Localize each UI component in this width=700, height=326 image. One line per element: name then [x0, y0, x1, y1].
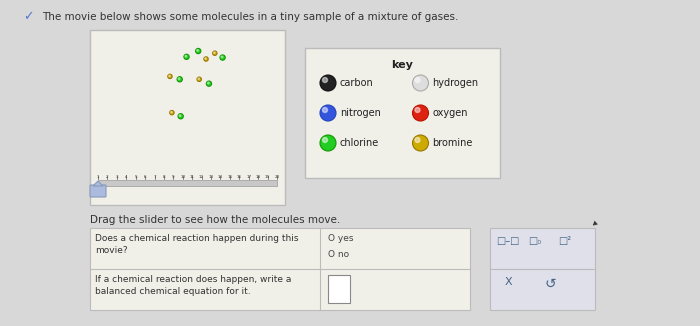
Circle shape [185, 55, 187, 57]
Text: 3: 3 [116, 175, 118, 179]
Circle shape [323, 78, 328, 82]
Polygon shape [93, 181, 103, 186]
Text: bromine: bromine [433, 138, 473, 148]
Text: 20: 20 [274, 175, 279, 179]
Circle shape [412, 75, 428, 91]
Circle shape [204, 57, 208, 61]
Circle shape [320, 75, 336, 91]
FancyBboxPatch shape [90, 30, 285, 205]
Text: key: key [391, 60, 414, 70]
Text: 9: 9 [172, 175, 175, 179]
Circle shape [220, 55, 225, 60]
Text: 6: 6 [144, 175, 146, 179]
Text: 14: 14 [218, 175, 223, 179]
Circle shape [221, 56, 223, 58]
Circle shape [168, 74, 172, 79]
Text: □₀: □₀ [528, 236, 541, 246]
Text: □–□: □–□ [496, 236, 519, 246]
Circle shape [169, 111, 174, 115]
Circle shape [204, 58, 206, 59]
Circle shape [412, 135, 428, 151]
Circle shape [197, 77, 202, 82]
Text: 4: 4 [125, 175, 127, 179]
Text: 7: 7 [153, 175, 156, 179]
Text: The movie below shows some molecules in a tiny sample of a mixture of gases.: The movie below shows some molecules in … [42, 12, 458, 22]
Text: Drag the slider to see how the molecules move.: Drag the slider to see how the molecules… [90, 215, 340, 225]
Text: 2: 2 [106, 175, 108, 179]
Text: 12: 12 [199, 175, 204, 179]
Circle shape [178, 114, 183, 119]
Circle shape [184, 54, 189, 59]
Text: nitrogen: nitrogen [340, 108, 381, 118]
Text: carbon: carbon [340, 78, 374, 88]
Circle shape [178, 78, 180, 80]
Text: chlorine: chlorine [340, 138, 379, 148]
Text: 17: 17 [246, 175, 251, 179]
Text: 10: 10 [180, 175, 186, 179]
Text: 5: 5 [134, 175, 137, 179]
Text: 18: 18 [256, 175, 260, 179]
Circle shape [415, 78, 420, 82]
Circle shape [323, 108, 328, 112]
Text: Does a chemical reaction happen during this: Does a chemical reaction happen during t… [95, 234, 298, 243]
Text: If a chemical reaction does happen, write a: If a chemical reaction does happen, writ… [95, 275, 291, 284]
Circle shape [207, 82, 209, 84]
Circle shape [415, 108, 420, 112]
Circle shape [214, 52, 215, 53]
Text: 1: 1 [97, 175, 99, 179]
Text: 11: 11 [190, 175, 195, 179]
FancyBboxPatch shape [90, 185, 106, 197]
Text: O no: O no [328, 250, 349, 259]
Circle shape [213, 51, 217, 55]
Circle shape [197, 50, 199, 51]
Circle shape [206, 81, 211, 86]
FancyBboxPatch shape [328, 275, 350, 303]
Text: 16: 16 [237, 175, 242, 179]
FancyBboxPatch shape [98, 180, 277, 186]
Text: 8: 8 [162, 175, 165, 179]
Text: □²: □² [558, 236, 571, 246]
Circle shape [415, 138, 420, 142]
Circle shape [320, 105, 336, 121]
Circle shape [320, 135, 336, 151]
Text: oxygen: oxygen [433, 108, 468, 118]
FancyBboxPatch shape [490, 228, 595, 310]
Circle shape [412, 105, 428, 121]
Text: 13: 13 [209, 175, 214, 179]
Circle shape [198, 78, 200, 80]
Text: ✓: ✓ [22, 10, 34, 23]
Circle shape [171, 111, 172, 113]
Text: X: X [504, 277, 512, 287]
Circle shape [169, 75, 170, 77]
Circle shape [177, 77, 182, 82]
Text: 15: 15 [228, 175, 232, 179]
Text: movie?: movie? [95, 246, 127, 255]
Text: hydrogen: hydrogen [433, 78, 479, 88]
Text: balanced chemical equation for it.: balanced chemical equation for it. [95, 287, 251, 296]
Text: ‣: ‣ [588, 218, 601, 234]
FancyBboxPatch shape [305, 48, 500, 178]
Text: O yes: O yes [328, 234, 354, 243]
Circle shape [195, 48, 201, 54]
Circle shape [179, 115, 181, 116]
Text: ↺: ↺ [544, 277, 556, 291]
FancyBboxPatch shape [90, 228, 470, 310]
Circle shape [323, 138, 328, 142]
Text: 19: 19 [265, 175, 270, 179]
